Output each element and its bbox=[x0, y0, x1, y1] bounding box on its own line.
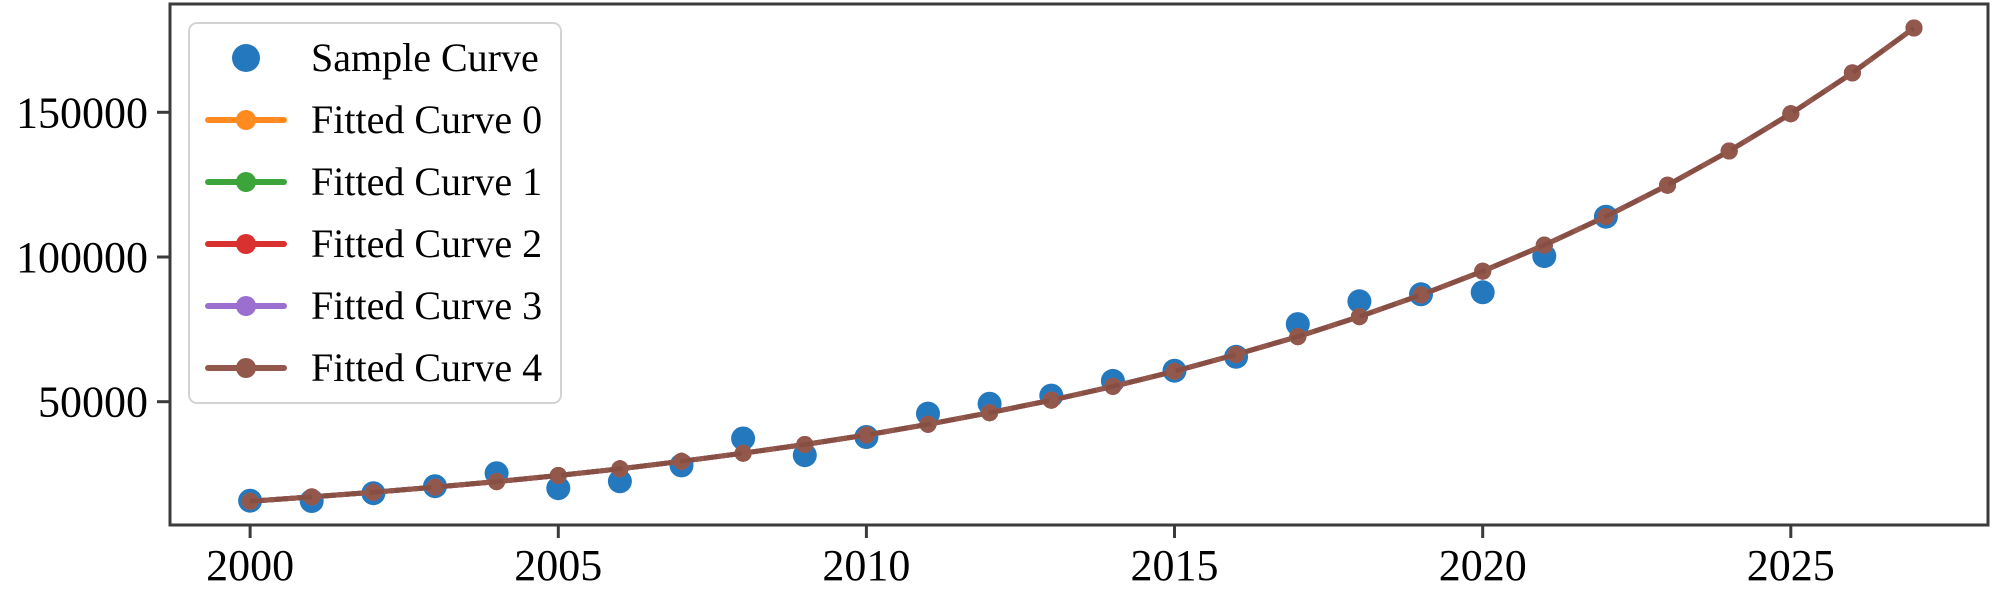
fitted-marker bbox=[241, 492, 259, 510]
y-tick-label: 100000 bbox=[16, 233, 148, 282]
fitted-marker bbox=[673, 452, 690, 470]
legend-item-fitted-curve-0: Fitted Curve 0 bbox=[196, 89, 542, 151]
x-tick-label: 2025 bbox=[1747, 541, 1835, 589]
fitted-marker bbox=[488, 473, 506, 491]
fitted-marker bbox=[981, 404, 999, 422]
fitted-marker bbox=[364, 483, 382, 501]
fitted-marker bbox=[1166, 362, 1183, 380]
line-marker-swatch bbox=[196, 151, 296, 213]
legend-item-fitted-curve-3: Fitted Curve 3 bbox=[196, 275, 542, 337]
x-tick-label: 2020 bbox=[1439, 541, 1527, 589]
legend-item-label: Fitted Curve 1 bbox=[311, 159, 543, 204]
y-tick-label: 50000 bbox=[38, 378, 148, 427]
sample-point bbox=[1285, 312, 1310, 337]
fitted-marker bbox=[1720, 142, 1738, 160]
fitted-marker bbox=[1350, 308, 1368, 326]
fitted-marker bbox=[1042, 391, 1060, 409]
plot-border bbox=[168, 2, 1990, 527]
fitted-marker bbox=[734, 444, 752, 462]
fitted-marker bbox=[796, 436, 814, 453]
x-tick-label: 2005 bbox=[514, 541, 602, 589]
fitted-marker bbox=[1412, 286, 1430, 304]
x-tick-label: 2015 bbox=[1131, 541, 1219, 589]
legend-item-label: Fitted Curve 4 bbox=[311, 345, 543, 390]
fitted-marker bbox=[611, 460, 629, 478]
legend-item-label: Fitted Curve 2 bbox=[311, 221, 543, 266]
legend-item-label: Fitted Curve 3 bbox=[311, 283, 543, 328]
legend-item-label: Fitted Curve 0 bbox=[311, 97, 543, 142]
fitted-marker bbox=[1474, 262, 1492, 280]
fitted-marker bbox=[1289, 328, 1307, 346]
fitted-line-dash-texture bbox=[249, 26, 1916, 504]
fitted-marker bbox=[1535, 236, 1553, 254]
fitted-marker bbox=[303, 488, 321, 506]
sample-point bbox=[1470, 280, 1495, 305]
legend-item-sample-curve: Sample Curve bbox=[196, 27, 542, 89]
sample-point bbox=[546, 476, 571, 501]
sample-point bbox=[607, 469, 632, 494]
line-marker-swatch bbox=[196, 89, 296, 151]
fitted-marker bbox=[1227, 346, 1245, 363]
fitted-marker bbox=[426, 478, 444, 496]
fitted-marker bbox=[1782, 105, 1800, 123]
legend-item-label: Sample Curve bbox=[311, 35, 539, 80]
line-marker-swatch bbox=[196, 275, 296, 337]
legend-item-fitted-curve-4: Fitted Curve 4 bbox=[196, 337, 542, 399]
legend-item-fitted-curve-1: Fitted Curve 1 bbox=[196, 151, 542, 213]
fitted-marker bbox=[1659, 176, 1676, 194]
line-marker-swatch bbox=[196, 337, 296, 399]
fitted-marker bbox=[1843, 64, 1861, 82]
fitted-marker bbox=[919, 415, 937, 433]
fitted-marker bbox=[1104, 377, 1122, 395]
line-marker-swatch bbox=[196, 213, 296, 275]
x-tick-label: 2000 bbox=[206, 541, 294, 589]
sample-point bbox=[731, 426, 756, 451]
x-tick-label: 2010 bbox=[822, 541, 910, 589]
y-tick-label: 150000 bbox=[16, 88, 148, 137]
fitted-marker bbox=[1905, 19, 1923, 37]
legend: Sample Curve Fitted Curve 0 Fitted Curve… bbox=[188, 22, 563, 404]
sample-point bbox=[1347, 289, 1372, 314]
fitted-marker bbox=[857, 426, 875, 444]
legend-item-fitted-curve-2: Fitted Curve 2 bbox=[196, 213, 542, 275]
scatter-marker-swatch bbox=[196, 27, 296, 89]
fitted-line bbox=[247, 25, 1917, 504]
fitted-marker bbox=[1597, 208, 1615, 225]
fitted-marker bbox=[549, 467, 567, 484]
